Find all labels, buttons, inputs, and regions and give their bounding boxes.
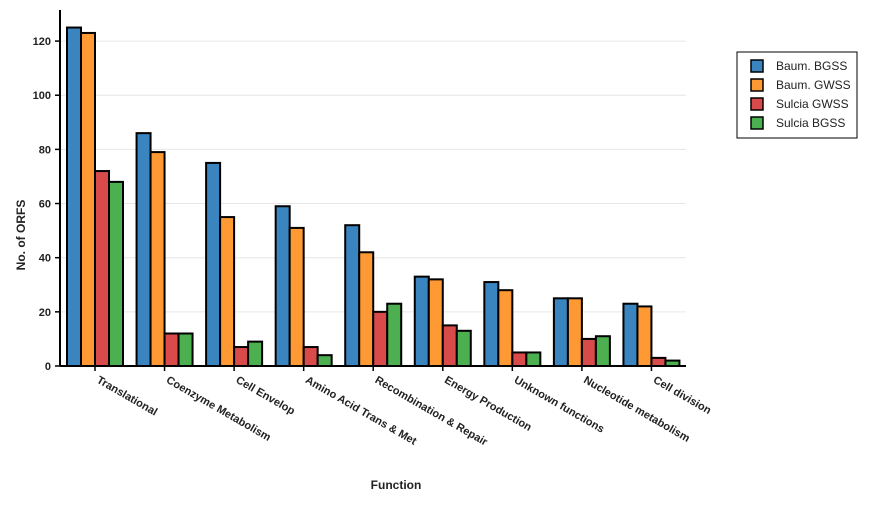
legend-swatch	[750, 116, 764, 130]
bar	[455, 329, 472, 367]
bar	[594, 335, 611, 368]
bar	[441, 324, 458, 367]
bar	[80, 31, 96, 367]
y-tick-label: 80	[39, 144, 51, 156]
legend-swatch	[750, 59, 764, 73]
legend-swatch	[750, 78, 764, 92]
bar	[386, 302, 403, 368]
bar	[149, 151, 166, 367]
bar	[316, 354, 333, 367]
y-tick-label: 60	[39, 199, 51, 211]
bar	[135, 132, 152, 367]
legend-label: Sulcia GWSS	[776, 97, 849, 111]
bar	[497, 289, 514, 367]
bar	[483, 281, 500, 367]
bar	[177, 332, 194, 367]
legend-label: Sulcia BGSS	[776, 116, 845, 130]
y-axis-title: No. of ORFS	[14, 200, 28, 271]
y-tick-label: 40	[39, 253, 51, 265]
y-tick-label: 120	[33, 36, 51, 48]
bar	[274, 205, 291, 367]
bar	[372, 310, 389, 368]
bar	[288, 226, 305, 367]
y-tick-label: 100	[33, 90, 51, 102]
bar	[636, 305, 653, 367]
y-tick-label: 0	[45, 361, 51, 373]
legend-label: Baum. BGSS	[776, 59, 847, 73]
bar	[358, 251, 375, 367]
legend-swatch	[750, 97, 764, 111]
y-ticks: 0 20 40 60 80 100 120	[33, 36, 60, 373]
bar	[525, 351, 542, 368]
bar	[427, 278, 444, 368]
x-tick-label: Cell division	[651, 374, 713, 417]
bar	[622, 302, 639, 368]
bar	[233, 346, 250, 367]
bar	[108, 180, 124, 367]
bar	[66, 26, 82, 368]
bars	[66, 26, 681, 368]
y-tick-label: 20	[39, 307, 51, 319]
bar	[344, 224, 361, 367]
x-tick-label: Amino Acid Trans & Met	[303, 374, 419, 448]
legend-label: Baum. GWSS	[776, 78, 851, 92]
x-axis-title: Function	[371, 478, 422, 492]
bar	[552, 297, 569, 367]
bar	[163, 332, 180, 367]
bar	[247, 340, 264, 367]
bar	[219, 216, 236, 367]
legend: Baum. BGSS Baum. GWSS Sulcia GWSS Sulcia BG…	[736, 51, 858, 139]
bar	[413, 275, 430, 367]
bar	[205, 161, 222, 367]
bar	[566, 297, 583, 367]
bar	[94, 170, 110, 367]
x-tick-label: Recombination & Repair	[373, 374, 490, 449]
bar	[580, 337, 597, 367]
bar	[511, 351, 528, 368]
x-tick-label: Cell Envelop	[234, 374, 297, 418]
x-tick-label: Translational	[95, 374, 160, 418]
bar	[650, 356, 667, 367]
bar	[302, 346, 319, 367]
